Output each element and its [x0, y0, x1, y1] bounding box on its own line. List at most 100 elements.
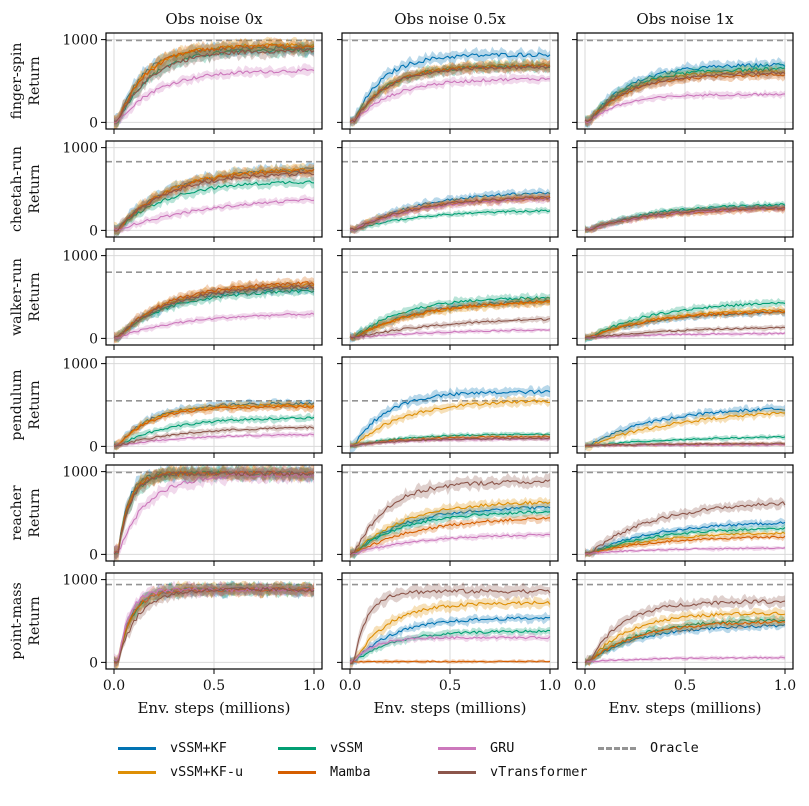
series-band-vtransformer	[350, 472, 550, 559]
x-tick-label: 0.5	[203, 678, 225, 694]
series-band-gru	[114, 431, 314, 449]
series-line-vtransformer	[584, 599, 786, 664]
series-line-vssm_kf_u	[349, 300, 551, 340]
legend-item-mamba: Mamba	[278, 761, 438, 783]
series-band-mamba	[585, 533, 785, 558]
y-tick-label: 1000	[62, 357, 98, 373]
row-ylabel-return: Return	[27, 488, 43, 537]
panel-cheetah-run-0.5x	[337, 140, 559, 242]
x-tick-label: 1.0	[303, 678, 325, 694]
series-band-vssm	[350, 431, 550, 449]
series-band-gru	[114, 309, 314, 342]
panel-walker-run-0.5x	[337, 248, 559, 350]
series-band-gru	[585, 545, 785, 556]
y-tick-label: 1000	[62, 249, 98, 265]
series-line-mamba	[113, 405, 315, 447]
legend-swatch-vssm-kf-u	[118, 770, 156, 774]
series-line-vtransformer	[349, 195, 551, 231]
series-line-mamba	[349, 516, 551, 555]
series-line-vssm_kf	[113, 45, 315, 122]
series-band-mamba	[350, 193, 550, 234]
legend-label: GRU	[490, 740, 515, 756]
series-group	[113, 276, 315, 344]
series-band-vtransformer	[114, 166, 314, 237]
series-line-mamba	[584, 72, 786, 124]
series-line-vtransformer	[584, 206, 786, 231]
x-axis-label: Env. steps (millions)	[373, 699, 526, 717]
series-band-mamba	[585, 306, 785, 341]
series-line-gru	[349, 635, 551, 663]
panel-pendulum-0x: 0 1000	[62, 356, 323, 458]
series-line-gru	[349, 197, 551, 232]
series-line-mamba	[113, 470, 315, 554]
series-band-vssm_kf	[114, 398, 314, 450]
series-line-mamba	[349, 300, 551, 340]
series-line-vssm_kf	[349, 191, 551, 231]
series-band-vssm_kf_u	[350, 297, 550, 341]
series-band-vtransformer	[585, 593, 785, 666]
series-line-gru	[349, 329, 551, 339]
series-line-vssm_kf	[349, 505, 551, 556]
legend-swatch-vssm-kf	[118, 746, 156, 750]
row-ylabel: point-mass Return	[9, 582, 43, 659]
series-line-vssm_kf_u	[349, 399, 551, 447]
series-band-vssm_kf_u	[585, 408, 785, 452]
series-line-vssm	[113, 416, 315, 448]
series-group	[113, 398, 315, 451]
series-line-vssm	[349, 510, 551, 555]
series-band-gru	[114, 63, 314, 127]
series-band-vtransformer	[350, 582, 550, 669]
series-line-mamba	[584, 535, 786, 555]
series-line-gru	[584, 443, 786, 447]
series-line-vtransformer	[349, 479, 551, 556]
series-line-vtransformer	[349, 65, 551, 123]
x-tick-label: 0.5	[439, 678, 461, 694]
series-line-vtransformer	[113, 171, 315, 232]
column-title: Obs noise 0.5x	[394, 10, 506, 28]
series-band-vtransformer	[114, 41, 314, 126]
series-line-vssm	[584, 203, 786, 231]
x-tick-label: 0.0	[574, 678, 596, 694]
series-band-gru	[350, 632, 550, 666]
column-title: Obs noise 1x	[636, 10, 734, 28]
series-band-gru	[585, 330, 785, 340]
legend-item-vssm-kf: vSSM+KF	[118, 737, 278, 759]
y-tick-label: 1000	[62, 573, 98, 589]
series-band-mamba	[350, 58, 550, 124]
series-band-gru	[350, 193, 550, 234]
series-line-gru	[584, 92, 786, 124]
series-band-gru	[114, 194, 314, 234]
series-line-vtransformer	[113, 470, 315, 555]
series-line-mamba	[349, 660, 551, 663]
series-band-vssm_kf_u	[585, 305, 785, 343]
x-tick-label: 0.0	[339, 678, 361, 694]
series-line-gru	[584, 332, 786, 339]
series-group	[584, 403, 786, 452]
series-band-vssm_kf_u	[585, 529, 785, 557]
y-tick-label: 1000	[62, 33, 98, 49]
series-line-vtransformer	[584, 326, 786, 339]
series-band-vtransformer	[350, 59, 550, 126]
series-group	[349, 187, 551, 234]
panel-reacher-0x: 0 1000	[62, 464, 323, 566]
legend-label: vSSM	[330, 740, 363, 756]
series-line-vssm_kf	[349, 52, 551, 123]
column-title: Obs noise 0x	[165, 10, 263, 28]
series-band-gru	[350, 73, 550, 126]
series-line-vssm_kf_u	[584, 411, 786, 447]
series-line-vssm_kf_u	[113, 403, 315, 447]
series-band-gru	[585, 204, 785, 233]
legend-swatch-gru	[438, 746, 476, 750]
row-ylabel-return: Return	[27, 164, 43, 213]
series-line-vssm_kf	[584, 407, 786, 447]
row-task-name: cheetah-run	[9, 146, 25, 232]
y-tick-label: 0	[89, 223, 98, 239]
panel-point-mass-0x: 0.0 0.5 1.0 0 1000 Env. steps (millions)	[62, 572, 325, 717]
series-band-vssm_kf_u	[114, 399, 314, 450]
series-line-gru	[584, 547, 786, 555]
series-band-vssm_kf	[585, 403, 785, 451]
series-line-vssm	[584, 435, 786, 447]
row-ylabel-return: Return	[27, 596, 43, 645]
series-band-vssm	[585, 523, 785, 557]
